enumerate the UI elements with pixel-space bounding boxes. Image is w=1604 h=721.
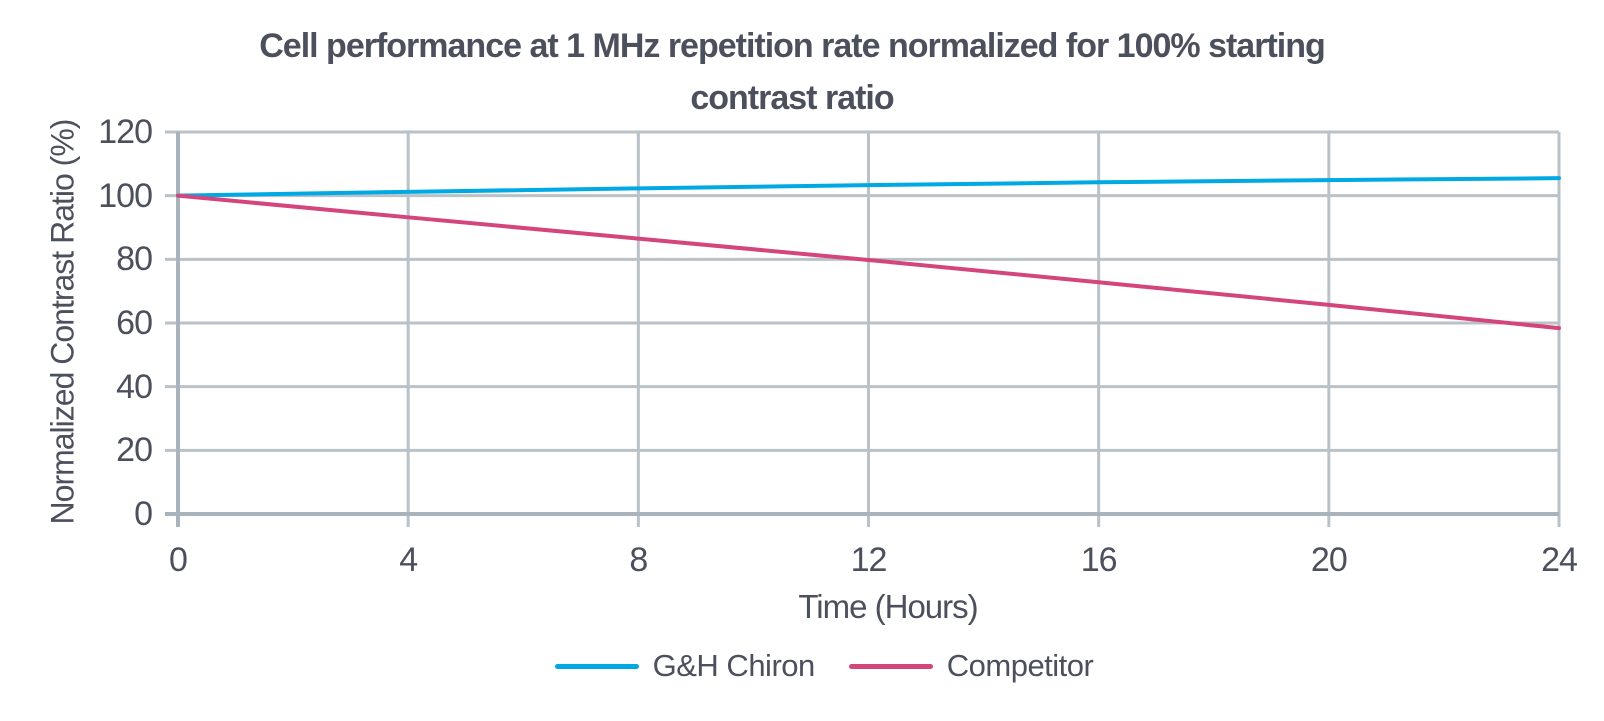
legend: G&H Chiron Competitor: [22, 644, 1604, 688]
legend-item-competitor: Competitor: [848, 648, 1094, 684]
x-tick-label: 12: [850, 541, 888, 579]
x-tick-label: 4: [399, 541, 418, 579]
y-tick-label: 120: [98, 113, 153, 151]
y-tick-label: 40: [116, 367, 153, 406]
x-tick-label: 20: [1310, 541, 1348, 579]
chart-title-line1: Cell performance at 1 MHz repetition rat…: [259, 27, 1326, 65]
y-tick-label: 60: [116, 304, 153, 342]
series-line-competitor: [176, 193, 1561, 331]
x-tick-label: 24: [1541, 541, 1578, 579]
chart-title: Cell performance at 1 MHz repetition rat…: [0, 20, 1594, 124]
y-tick-label: 0: [134, 495, 153, 533]
x-axis-title: Time (Hours): [798, 588, 978, 625]
series-line-g-h-chiron: [176, 176, 1561, 198]
x-tick-label: 8: [629, 541, 648, 579]
legend-swatch-gh-chiron: [554, 663, 639, 669]
legend-item-gh-chiron: G&H Chiron: [554, 648, 816, 684]
x-tick-label: 0: [169, 541, 188, 579]
y-tick-label: 80: [116, 240, 153, 279]
y-tick-label: 20: [116, 431, 153, 470]
legend-label-gh-chiron: G&H Chiron: [652, 648, 816, 683]
x-tick-label: 16: [1080, 541, 1118, 579]
legend-swatch-competitor: [848, 663, 933, 669]
chart-title-line2: contrast ratio: [690, 79, 894, 117]
legend-label-competitor: Competitor: [946, 648, 1094, 683]
y-tick-label: 100: [98, 176, 153, 215]
